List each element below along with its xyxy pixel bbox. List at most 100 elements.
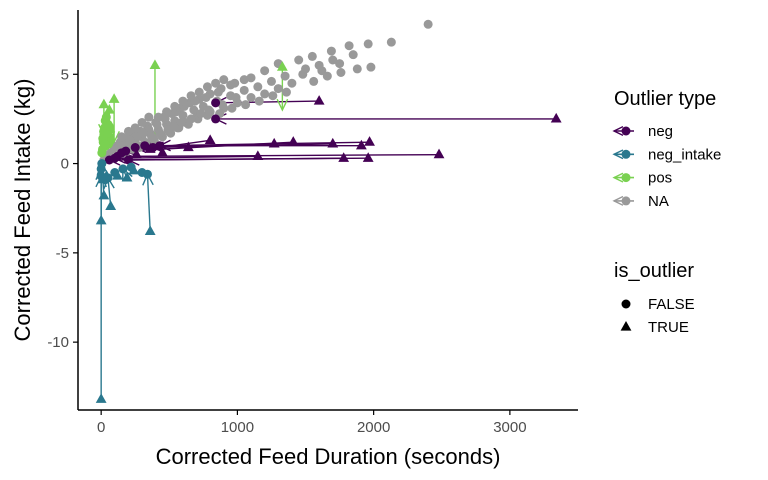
data-point-NA: [147, 132, 157, 142]
y-tick-label: -10: [47, 334, 69, 351]
data-point-neg-outlier: [313, 95, 325, 105]
data-point-NA: [363, 39, 373, 49]
data-point-NA: [204, 105, 214, 115]
y-tick-label: 5: [61, 66, 69, 83]
data-point-neg-outlier: [550, 112, 562, 123]
data-point-neg: [123, 155, 133, 165]
data-point-NA: [160, 114, 170, 124]
data-point-neg_intake: [142, 169, 152, 179]
data-point-pos: [100, 139, 110, 149]
x-axis-ticks: 0 1000 2000 3000: [97, 410, 527, 436]
data-point-NA: [268, 91, 278, 101]
outlier-arrow-neg: [152, 143, 275, 149]
legend-key-arrowhead-neg_intake: [612, 149, 624, 160]
data-point-neg_intake-outlier: [95, 393, 107, 403]
legend-label-true: TRUE: [648, 319, 689, 336]
data-point-neg-outlier: [144, 143, 156, 153]
data-point-neg: [140, 141, 150, 151]
data-point-NA: [273, 84, 283, 94]
y-tick-label: 0: [61, 156, 69, 173]
data-point-NA: [211, 78, 221, 88]
data-point-NA: [213, 87, 223, 97]
x-axis-title: Corrected Feed Duration (seconds): [156, 444, 501, 469]
data-point-NA: [309, 76, 319, 86]
data-point-neg: [117, 148, 127, 158]
legend-key-point-neg: [621, 126, 631, 136]
legend-key-triangle: [620, 321, 632, 331]
data-point-NA: [144, 112, 154, 122]
data-point-neg_intake-outlier: [121, 171, 133, 182]
data-point-neg: [211, 98, 221, 108]
legend-label-pos: pos: [648, 170, 672, 187]
data-point-NA: [155, 128, 165, 138]
data-point-neg-outlier: [268, 137, 280, 148]
data-point-NA: [231, 93, 241, 102]
y-tick-label: -5: [56, 245, 69, 262]
data-point-NA: [194, 87, 204, 97]
data-point-neg_intake-outlier: [95, 214, 107, 225]
data-point-neg_intake-outlier: [105, 200, 117, 211]
data-point-NA: [328, 55, 338, 65]
data-point-NA: [326, 46, 336, 56]
data-point-NA: [132, 132, 142, 142]
data-point-NA: [177, 118, 187, 127]
data-point-NA: [287, 78, 297, 88]
data-point-NA: [125, 135, 135, 145]
data-point-NA: [178, 110, 188, 120]
outlier-arrow-neg_intake: [146, 174, 151, 232]
data-point-NA: [189, 105, 199, 115]
data-point-NA: [219, 75, 229, 85]
data-point-neg_intake-outlier: [101, 170, 113, 180]
y-axis-ticks: -10 -5 0 5: [47, 66, 78, 351]
data-point-neg-outlier: [362, 152, 374, 162]
data-point-NA: [163, 125, 173, 135]
data-point-neg: [110, 153, 120, 163]
data-point-pos: [103, 128, 113, 138]
x-tick-label: 0: [97, 419, 105, 436]
data-point-NA: [246, 93, 256, 102]
data-point-NA: [153, 112, 163, 122]
data-point-NA: [280, 71, 290, 81]
outlier-arrow-neg: [117, 153, 440, 158]
data-point-NA: [307, 51, 317, 61]
data-point-pos-outlier: [149, 59, 161, 69]
data-point-neg: [130, 143, 140, 152]
data-point-neg-outlier: [157, 146, 168, 157]
data-point-NA: [253, 82, 263, 92]
data-point-NA: [137, 118, 147, 127]
data-point-neg-outlier: [433, 148, 445, 159]
data-point-NA: [152, 119, 162, 129]
x-tick-label: 1000: [221, 419, 254, 436]
data-point-NA: [130, 123, 140, 133]
data-point-pos-outlier: [103, 104, 115, 114]
data-point-NA: [162, 107, 172, 117]
data-point-neg-outlier: [252, 150, 264, 161]
data-point-NA: [386, 37, 396, 47]
data-point-NA: [123, 126, 133, 136]
data-point-NA: [202, 82, 212, 92]
data-point-NA: [239, 85, 249, 95]
data-point-NA: [201, 93, 211, 102]
x-tick-label: 2000: [357, 419, 390, 436]
data-point-pos: [97, 148, 107, 158]
data-point-neg: [211, 114, 221, 124]
data-point-NA: [352, 64, 362, 74]
data-point-NA: [186, 91, 196, 101]
data-point-NA: [314, 60, 324, 70]
data-point-NA: [281, 87, 291, 97]
data-point-neg-outlier: [327, 137, 339, 148]
data-point-NA: [335, 59, 345, 69]
data-point-NA: [322, 71, 332, 81]
data-point-NA: [226, 80, 236, 90]
outlier-arrowhead-pos: [276, 98, 289, 112]
data-point-NA: [246, 73, 256, 83]
data-point-NA: [178, 96, 188, 106]
data-point-neg-outlier: [338, 152, 350, 162]
data-point-neg_intake-outlier: [98, 189, 110, 200]
data-point-pos-outlier: [98, 98, 110, 109]
data-point-NA: [117, 132, 127, 142]
legend-key-arrowhead-neg: [612, 126, 624, 136]
data-point-neg-outlier: [287, 136, 299, 146]
legend-key-point-NA: [621, 196, 631, 206]
